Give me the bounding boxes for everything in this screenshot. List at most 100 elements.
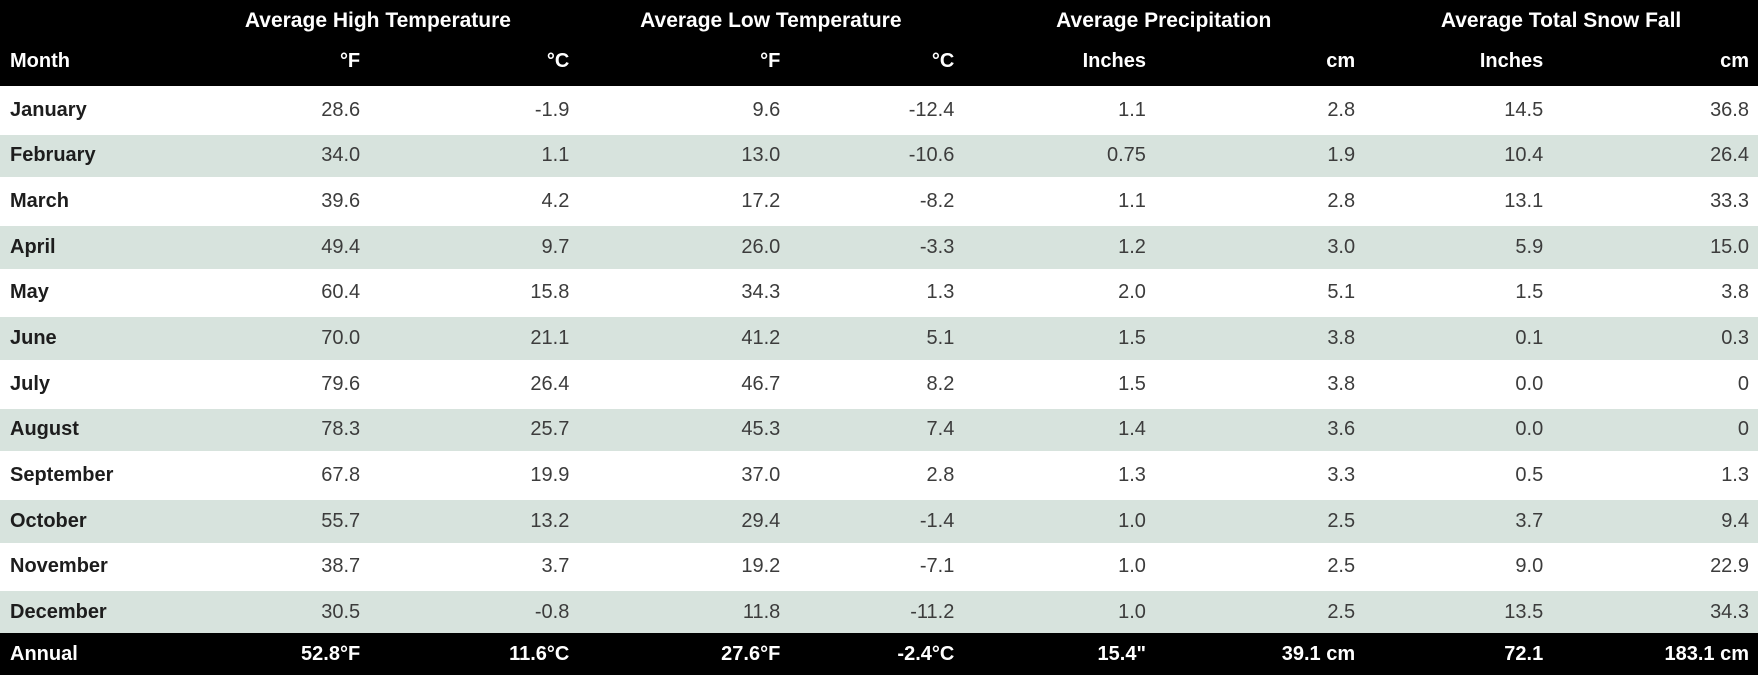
value-cell: 78.3 — [177, 405, 370, 453]
value-cell: 3.8 — [1154, 359, 1365, 408]
value-cell: 1.0 — [963, 496, 1155, 545]
value-cell: 3.7 — [1364, 496, 1553, 545]
group-header-high-temperature: Average High Temperature — [177, 0, 579, 41]
value-cell: -1.4 — [789, 496, 964, 545]
value-cell: 30.5 — [177, 588, 370, 633]
value-cell: 19.2 — [578, 542, 790, 590]
column-header-precip-inches: Inches — [963, 41, 1155, 88]
value-cell: 21.1 — [369, 314, 579, 362]
month-cell: February — [0, 131, 178, 179]
value-cell: 3.8 — [1552, 268, 1758, 316]
table-body: January 28.6 -1.9 9.6 -12.4 1.1 2.8 14.5 36.8 Feb… — [0, 86, 1758, 633]
value-cell: 49.4 — [177, 222, 370, 271]
value-cell: 1.1 — [963, 177, 1155, 225]
table-row: June 70.0 21.1 41.2 5.1 1.5 3.8 0.1 0.3 — [0, 314, 1758, 362]
value-cell: 0.75 — [963, 131, 1155, 179]
month-cell: November — [0, 542, 178, 590]
value-cell: 29.4 — [578, 496, 790, 545]
table-row: December 30.5 -0.8 11.8 -11.2 1.0 2.5 13.5 34.3 — [0, 588, 1758, 633]
value-cell: 2.8 — [1154, 86, 1365, 134]
value-cell: 8.2 — [789, 359, 964, 408]
month-cell: June — [0, 314, 178, 362]
value-cell: 2.8 — [1154, 177, 1365, 225]
value-cell: 79.6 — [177, 359, 370, 408]
value-cell: 60.4 — [177, 268, 370, 316]
value-cell: 13.2 — [369, 496, 579, 545]
group-header-precipitation: Average Precipitation — [963, 0, 1365, 41]
value-cell: 25.7 — [369, 405, 579, 453]
column-header-snow-cm: cm — [1552, 41, 1758, 88]
table-row: March 39.6 4.2 17.2 -8.2 1.1 2.8 13.1 33.3 — [0, 177, 1758, 225]
value-cell: 15.8 — [369, 268, 579, 316]
value-cell: 1.1 — [963, 86, 1155, 134]
value-cell: 55.7 — [177, 496, 370, 545]
table-footer: Annual 52.8°F 11.6°C 27.6°F -2.4°C 15.4"… — [0, 633, 1758, 675]
value-cell: 4.2 — [369, 177, 579, 225]
value-cell: 17.2 — [578, 177, 790, 225]
value-cell: 0 — [1552, 359, 1758, 408]
value-cell: 2.0 — [963, 268, 1155, 316]
value-cell: 1.5 — [963, 359, 1155, 408]
value-cell: 9.7 — [369, 222, 579, 271]
value-cell: 38.7 — [177, 542, 370, 590]
value-cell: 1.1 — [369, 131, 579, 179]
table-row: May 60.4 15.8 34.3 1.3 2.0 5.1 1.5 3.8 — [0, 268, 1758, 316]
value-cell: 26.4 — [1552, 131, 1758, 179]
value-cell: 3.3 — [1154, 451, 1365, 499]
table-row: February 34.0 1.1 13.0 -10.6 0.75 1.9 10.4 26.4 — [0, 131, 1758, 179]
value-cell: -0.8 — [369, 588, 579, 633]
value-cell: -3.3 — [789, 222, 964, 271]
month-cell: July — [0, 359, 178, 408]
annual-low-c: -2.4°C — [897, 642, 955, 665]
value-cell: 41.2 — [578, 314, 790, 362]
value-cell: 2.5 — [1154, 496, 1365, 545]
column-header-high-f: °F — [177, 41, 370, 88]
column-header-precip-cm: cm — [1154, 41, 1365, 88]
column-header-high-c: °C — [369, 41, 579, 88]
month-cell: April — [0, 222, 178, 271]
value-cell: 5.1 — [1154, 268, 1365, 316]
value-cell: 9.0 — [1364, 542, 1553, 590]
month-cell: August — [0, 405, 178, 453]
annual-snow-inches: 72.1 — [1504, 642, 1544, 665]
value-cell: 2.8 — [789, 451, 964, 499]
value-cell: 9.4 — [1552, 496, 1758, 545]
month-cell: May — [0, 268, 178, 316]
value-cell: 13.1 — [1364, 177, 1553, 225]
value-cell: 1.4 — [963, 405, 1155, 453]
value-cell: -7.1 — [789, 542, 964, 590]
table-row: July 79.6 26.4 46.7 8.2 1.5 3.8 0.0 0 — [0, 359, 1758, 408]
value-cell: 46.7 — [578, 359, 790, 408]
value-cell: 1.5 — [1364, 268, 1553, 316]
group-header-spacer — [0, 0, 178, 41]
value-cell: 11.8 — [578, 588, 790, 633]
value-cell: 7.4 — [789, 405, 964, 453]
month-cell: December — [0, 588, 178, 633]
table-row: November 38.7 3.7 19.2 -7.1 1.0 2.5 9.0 22.9 — [0, 542, 1758, 590]
value-cell: 10.4 — [1364, 131, 1553, 179]
value-cell: 3.6 — [1154, 405, 1365, 453]
unit-header-row: Month °F °C °F °C Inches cm Inches cm — [0, 41, 1758, 88]
month-cell: October — [0, 496, 178, 545]
table-header: Average High Temperature Average Low Tem… — [0, 0, 1758, 88]
value-cell: -8.2 — [789, 177, 964, 225]
table-row: January 28.6 -1.9 9.6 -12.4 1.1 2.8 14.5 36.8 — [0, 86, 1758, 134]
group-header-low-temperature: Average Low Temperature — [578, 0, 964, 41]
value-cell: 1.3 — [1552, 451, 1758, 499]
value-cell: 36.8 — [1552, 86, 1758, 134]
value-cell: 3.7 — [369, 542, 579, 590]
value-cell: 19.9 — [369, 451, 579, 499]
value-cell: 1.3 — [789, 268, 964, 316]
value-cell: 14.5 — [1364, 86, 1553, 134]
value-cell: 28.6 — [177, 86, 370, 134]
value-cell: 3.0 — [1154, 222, 1365, 271]
group-header-snowfall: Average Total Snow Fall — [1364, 0, 1758, 41]
table-row: September 67.8 19.9 37.0 2.8 1.3 3.3 0.5 1.3 — [0, 451, 1758, 499]
value-cell: -10.6 — [789, 131, 964, 179]
annual-low-f: 27.6°F — [721, 642, 781, 665]
value-cell: 26.4 — [369, 359, 579, 408]
value-cell: 0.3 — [1552, 314, 1758, 362]
annual-snow-cm: 183.1 cm — [1664, 642, 1749, 665]
value-cell: 0.0 — [1364, 359, 1553, 408]
annual-label: Annual — [10, 642, 78, 665]
